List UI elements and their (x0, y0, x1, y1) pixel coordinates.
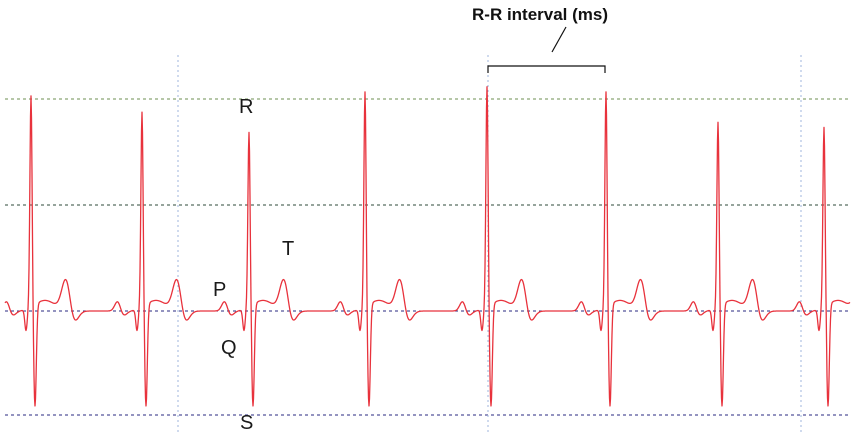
ecg-trace-line (4, 86, 851, 407)
rr-interval-label: R-R interval (ms) (472, 5, 608, 24)
q-wave-label: Q (221, 337, 237, 359)
wave-labels: R T P Q S (213, 96, 294, 432)
rr-bracket-line (487, 65, 606, 73)
s-wave-label: S (240, 412, 253, 432)
rr-pointer-line (551, 26, 567, 53)
t-wave-label: T (282, 238, 294, 260)
p-wave-label: P (213, 279, 226, 301)
r-wave-label: R (239, 96, 253, 118)
rr-interval-bracket: R-R interval (ms) (472, 5, 608, 73)
